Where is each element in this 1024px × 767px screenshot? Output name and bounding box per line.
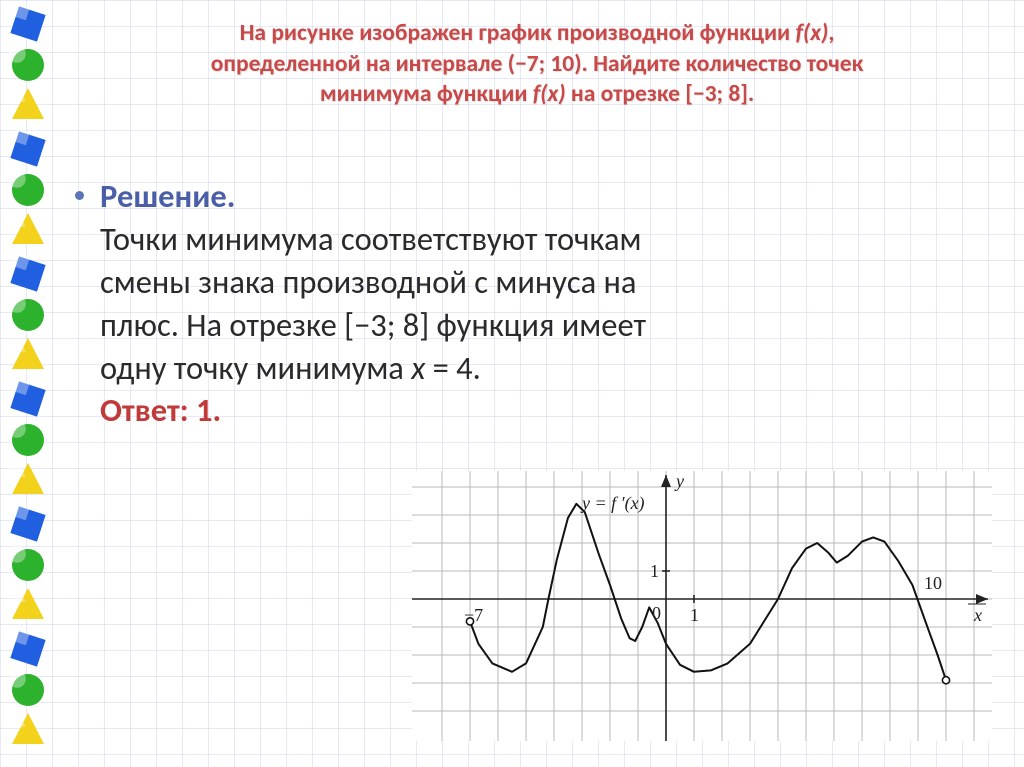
body-block: Решение. Точки минимума соответствуют то… (75, 175, 984, 432)
title-fx1: f(x) (795, 19, 828, 47)
title-fx2: f(x) (533, 80, 566, 108)
svg-text:1: 1 (690, 605, 699, 625)
body-line: смены знака производной с минуса на (100, 262, 636, 302)
title-heading: На рисунке изображен график производной … (88, 18, 986, 110)
svg-text:10: 10 (924, 573, 942, 593)
title-block: На рисунке изображен график производной … (88, 18, 986, 110)
body-line: = 4. (425, 348, 481, 388)
body-x: x (411, 348, 425, 388)
slide: На рисунке изображен график производной … (0, 0, 1024, 767)
title-text: на отрезке [−3; 8]. (566, 80, 755, 108)
svg-text:0: 0 (652, 603, 661, 623)
solution-label: Решение. (100, 176, 235, 216)
derivative-chart: 0 1 1 −7 10 y x y = f ′(x) (412, 471, 992, 741)
body-line: плюс. На отрезке [−3; 8] функция имеет (100, 305, 646, 345)
body-text: Решение. Точки минимума соответствуют то… (100, 175, 646, 432)
title-text: определенной на интервале (−7; 10). Найд… (211, 50, 863, 78)
bullet-icon (75, 191, 84, 200)
body-line: Точки минимума соответствуют точкам (100, 219, 642, 259)
answer-label: Ответ: 1. (100, 390, 221, 430)
bullet-row: Решение. Точки минимума соответствуют то… (75, 175, 984, 432)
svg-text:−7: −7 (464, 605, 483, 625)
title-text: , (828, 19, 834, 47)
svg-text:y: y (674, 471, 684, 491)
title-text: На рисунке изображен график производной … (240, 19, 796, 47)
svg-text:1: 1 (650, 561, 659, 581)
decorative-shapes-column (0, 0, 56, 767)
chart-svg: 0 1 1 −7 10 y x y = f ′(x) (412, 471, 992, 741)
svg-text:y = f ′(x): y = f ′(x) (580, 493, 645, 514)
title-text: минимума функции (320, 80, 533, 108)
body-line: одну точку минимума (100, 348, 411, 388)
svg-text:x: x (973, 605, 982, 625)
